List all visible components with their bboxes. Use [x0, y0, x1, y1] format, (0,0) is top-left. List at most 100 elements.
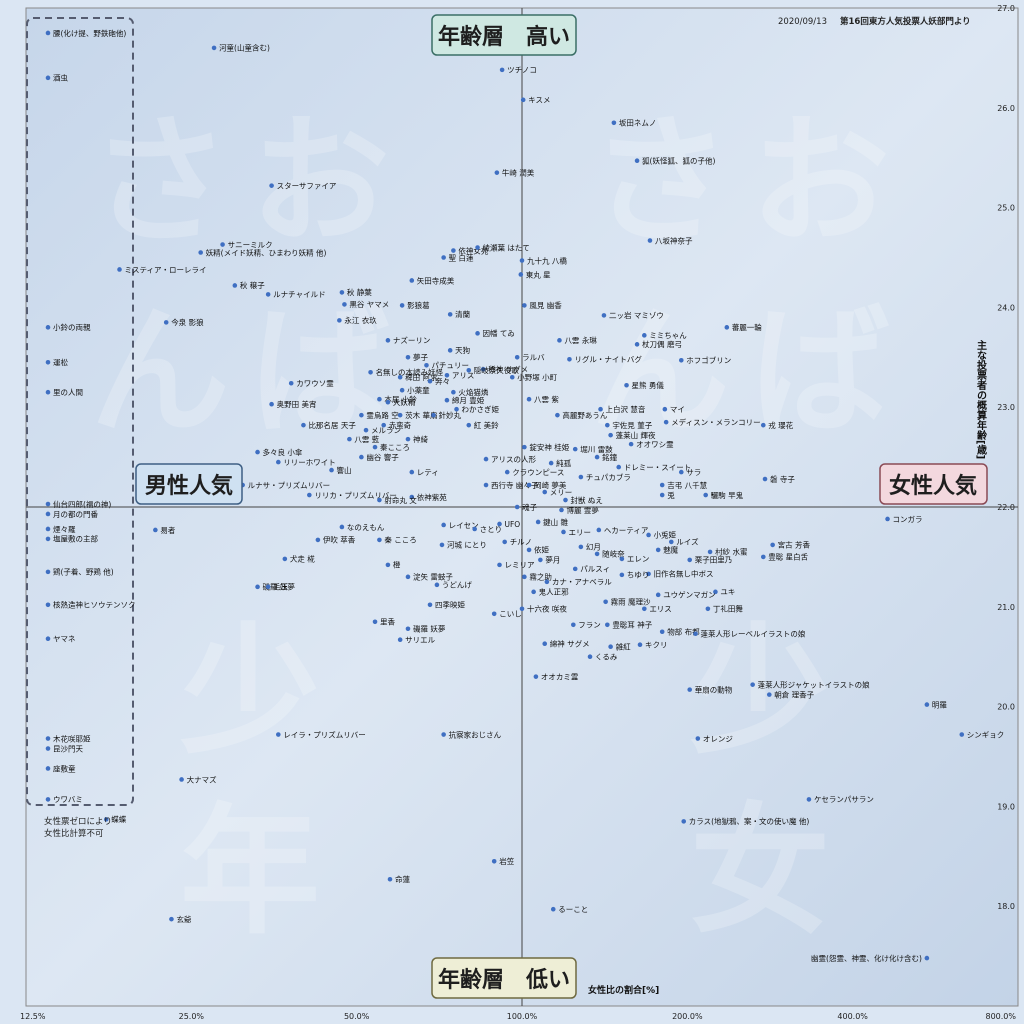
data-point — [603, 599, 608, 605]
data-point — [959, 732, 965, 737]
data-point — [444, 397, 450, 403]
x-axis-title: 女性比の割合[%] — [588, 984, 659, 996]
data-point — [211, 45, 217, 51]
x-tick-label: 800.0% — [985, 1012, 1016, 1021]
data-point — [431, 412, 436, 418]
data-point — [405, 626, 411, 632]
data-point — [548, 460, 554, 466]
data-point — [619, 556, 625, 562]
data-point-label: サニーミルク — [228, 240, 273, 249]
data-point — [770, 542, 775, 548]
data-point — [531, 589, 536, 595]
data-point-label: 豊聡 星白舌 — [768, 552, 808, 562]
data-point-label: 九十九 八橋 — [527, 255, 567, 265]
data-point-label: 比那名居 天子 — [308, 420, 356, 430]
data-point — [466, 367, 472, 373]
data-point-label: 丁礼田舞 — [713, 604, 743, 614]
data-point — [377, 497, 382, 503]
zero-point — [45, 536, 51, 542]
data-point-label: オオカミ霊 — [541, 672, 579, 681]
data-point-label: キクリ — [645, 641, 668, 650]
data-point — [611, 120, 617, 126]
data-point-label: チルノ — [510, 538, 533, 547]
data-point — [427, 602, 433, 608]
data-point-label: 純孤 — [556, 458, 571, 468]
data-point — [624, 382, 629, 388]
data-point — [598, 406, 603, 412]
data-point — [359, 454, 364, 460]
data-point — [519, 606, 525, 612]
data-point-label: 坂田ネムノ — [619, 118, 657, 128]
data-point-label: 西行寺 幽々子 — [491, 480, 539, 490]
svg-text:さ: さ — [590, 101, 730, 264]
data-point — [347, 436, 352, 442]
data-point — [724, 325, 730, 330]
zero-point-label: 里の人間 — [53, 388, 83, 397]
data-point — [483, 482, 489, 488]
zero-point — [45, 602, 51, 608]
data-point-label: サラ — [686, 468, 701, 477]
data-point-label: 驪駒 早鬼 — [711, 490, 744, 500]
data-point — [399, 387, 405, 393]
data-point — [385, 399, 391, 405]
zero-point-label: 運松 — [53, 357, 68, 367]
zero-point-label: 月の都の門番 — [53, 509, 98, 519]
data-point-label: 錠安神 桂姫 — [529, 442, 569, 452]
data-point-label: マイ — [670, 405, 685, 414]
data-point-label: 神綺 — [413, 434, 428, 444]
data-point — [409, 494, 415, 500]
svg-text:女: 女 — [690, 791, 830, 954]
data-point — [550, 906, 556, 912]
zero-point — [45, 389, 51, 395]
svg-text:ば: ば — [250, 291, 390, 454]
data-point — [447, 312, 453, 317]
data-point-label: 茨木 華扇 — [405, 410, 437, 420]
data-point — [475, 331, 480, 336]
data-point-label: ミスティア・ローレライ — [125, 265, 207, 274]
data-point — [255, 584, 260, 590]
data-point — [342, 302, 347, 307]
data-point-label: 清蘭 — [455, 309, 470, 319]
data-point — [363, 427, 369, 433]
data-point — [659, 629, 665, 635]
data-point — [567, 356, 572, 362]
grid — [26, 8, 1018, 1006]
data-point — [655, 547, 661, 553]
data-point-label: 影狼葛 — [407, 300, 430, 310]
data-point-label: 蕃麗一輪 — [732, 322, 762, 332]
data-point — [491, 611, 497, 617]
data-point-label: 旧作名無し中ボス — [654, 569, 714, 579]
data-point-label: メリー — [550, 488, 573, 497]
data-point — [608, 432, 613, 438]
data-point — [441, 255, 446, 260]
data-point — [103, 817, 109, 822]
data-point — [359, 412, 364, 418]
data-point-label: 幻月 — [586, 542, 601, 552]
data-point — [762, 476, 768, 482]
data-point-label: 八雲 紫 — [534, 395, 559, 404]
data-point — [806, 797, 812, 802]
data-point-label: レイラ・プリズムリバー — [283, 729, 366, 739]
left-label: 男性人気 — [145, 473, 233, 499]
data-point — [681, 819, 687, 824]
data-point — [269, 183, 274, 188]
svg-text:お: お — [750, 101, 890, 264]
data-point — [678, 357, 684, 363]
data-point — [288, 380, 294, 386]
data-point — [385, 338, 391, 343]
data-point-label: 射命丸 文 — [384, 495, 417, 505]
data-point-label: 毛玉 — [273, 582, 288, 592]
data-point-label: パチュリー — [431, 361, 469, 370]
data-point-label: 今泉 影狼 — [171, 317, 204, 327]
data-point-label: 因幡 てゐ — [483, 328, 515, 338]
y-axis-title: 主な投票者の概算年齢[歳] — [975, 339, 988, 459]
data-point — [572, 446, 578, 452]
zero-point — [45, 325, 51, 330]
data-point — [616, 464, 622, 470]
data-point — [220, 242, 225, 247]
data-point-label: 綿神 サグメ — [550, 639, 590, 649]
data-point-label: ミミちゃん — [649, 331, 687, 340]
data-point-label: 永江 衣玖 — [344, 315, 377, 325]
data-point — [397, 637, 403, 643]
